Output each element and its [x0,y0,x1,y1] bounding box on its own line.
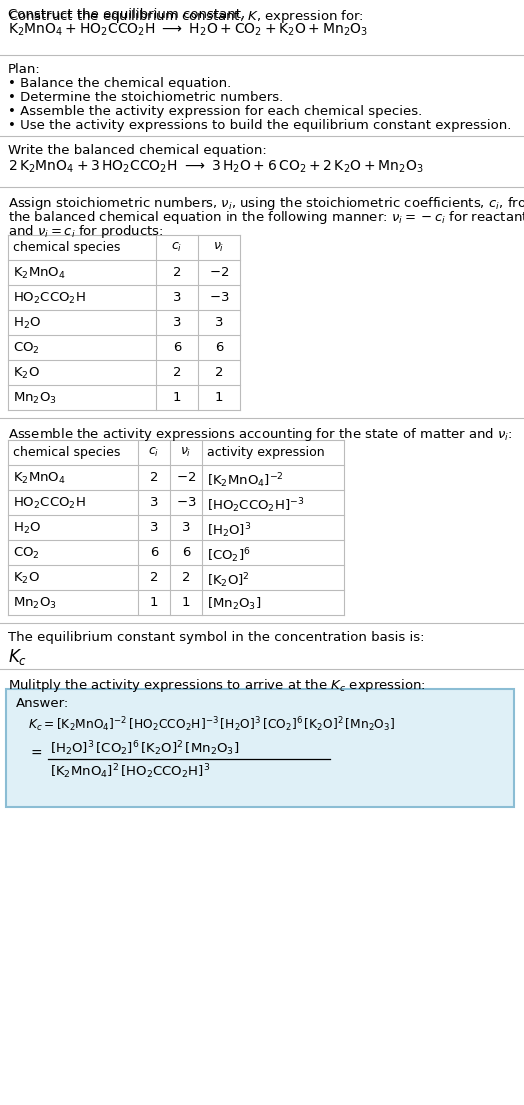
Text: $\mathrm{CO_2}$: $\mathrm{CO_2}$ [13,546,40,561]
Text: $-2$: $-2$ [209,266,229,278]
Text: 3: 3 [215,316,223,329]
Text: 2: 2 [173,366,181,379]
Text: $[\mathrm{K_2MnO_4}]^2\,[\mathrm{HO_2CCO_2H}]^3$: $[\mathrm{K_2MnO_4}]^2\,[\mathrm{HO_2CCO… [50,762,210,781]
Text: $\mathrm{Mn_2O_3}$: $\mathrm{Mn_2O_3}$ [13,596,57,611]
Text: 3: 3 [173,316,181,329]
Text: $-3$: $-3$ [209,291,229,304]
Text: chemical species: chemical species [13,241,121,254]
Text: $\mathrm{HO_2CCO_2H}$: $\mathrm{HO_2CCO_2H}$ [13,291,86,306]
Text: 3: 3 [150,496,158,509]
Text: 3: 3 [173,291,181,304]
Text: $\mathrm{K_2MnO_4}$: $\mathrm{K_2MnO_4}$ [13,266,66,281]
Text: • Use the activity expressions to build the equilibrium constant expression.: • Use the activity expressions to build … [8,119,511,131]
Text: 6: 6 [173,341,181,354]
Text: 2: 2 [215,366,223,379]
Text: The equilibrium constant symbol in the concentration basis is:: The equilibrium constant symbol in the c… [8,631,424,644]
Text: Assign stoichiometric numbers, $\nu_i$, using the stoichiometric coefficients, $: Assign stoichiometric numbers, $\nu_i$, … [8,194,524,212]
Text: 3: 3 [150,520,158,534]
Text: $\mathrm{CO_2}$: $\mathrm{CO_2}$ [13,341,40,356]
Text: 1: 1 [182,596,190,609]
Text: $\mathrm{K_2MnO_4 + HO_2CCO_2H}$ $\longrightarrow$ $\mathrm{H_2O + CO_2 + K_2O +: $\mathrm{K_2MnO_4 + HO_2CCO_2H}$ $\longr… [8,22,368,39]
Text: $\mathrm{HO_2CCO_2H}$: $\mathrm{HO_2CCO_2H}$ [13,496,86,512]
Text: $[\mathrm{HO_2CCO_2H}]^{-3}$: $[\mathrm{HO_2CCO_2H}]^{-3}$ [207,496,304,515]
Text: and $\nu_i = c_i$ for products:: and $\nu_i = c_i$ for products: [8,223,163,240]
Text: the balanced chemical equation in the following manner: $\nu_i = -c_i$ for react: the balanced chemical equation in the fo… [8,209,524,227]
Text: 3: 3 [182,520,190,534]
Text: $\mathrm{K_2MnO_4}$: $\mathrm{K_2MnO_4}$ [13,471,66,486]
Text: $\mathrm{2\,K_2MnO_4 + 3\,HO_2CCO_2H}$ $\longrightarrow$ $\mathrm{3\,H_2O + 6\,C: $\mathrm{2\,K_2MnO_4 + 3\,HO_2CCO_2H}$ $… [8,159,423,176]
Text: $-2$: $-2$ [176,471,196,484]
Text: 2: 2 [150,571,158,585]
Text: Plan:: Plan: [8,63,41,76]
Text: $\mathrm{K_2O}$: $\mathrm{K_2O}$ [13,366,40,381]
Text: $\mathrm{K_2O}$: $\mathrm{K_2O}$ [13,571,40,586]
Text: $c_i$: $c_i$ [148,446,160,459]
Text: 2: 2 [150,471,158,484]
Text: 1: 1 [150,596,158,609]
Text: $\mathrm{Mn_2O_3}$: $\mathrm{Mn_2O_3}$ [13,391,57,407]
Text: Write the balanced chemical equation:: Write the balanced chemical equation: [8,144,267,157]
Text: $K_c = [\mathrm{K_2MnO_4}]^{-2}\,[\mathrm{HO_2CCO_2H}]^{-3}\,[\mathrm{H_2O}]^3\,: $K_c = [\mathrm{K_2MnO_4}]^{-2}\,[\mathr… [28,715,395,734]
FancyBboxPatch shape [6,690,514,807]
Text: 1: 1 [173,391,181,404]
Text: $\mathrm{H_2O}$: $\mathrm{H_2O}$ [13,520,41,536]
Text: Mulitply the activity expressions to arrive at the $K_c$ expression:: Mulitply the activity expressions to arr… [8,677,426,694]
Text: $[\mathrm{H_2O}]^3$: $[\mathrm{H_2O}]^3$ [207,520,252,539]
Text: $c_i$: $c_i$ [171,241,183,254]
Text: 2: 2 [173,266,181,278]
Text: 6: 6 [215,341,223,354]
Text: $-3$: $-3$ [176,496,196,509]
Text: $[\mathrm{Mn_2O_3}]$: $[\mathrm{Mn_2O_3}]$ [207,596,261,612]
Text: $=$: $=$ [28,745,43,759]
Text: $\mathrm{H_2O}$: $\mathrm{H_2O}$ [13,316,41,332]
Text: Construct the equilibrium constant, $K$, expression for:: Construct the equilibrium constant, $K$,… [8,8,364,25]
Text: • Assemble the activity expression for each chemical species.: • Assemble the activity expression for e… [8,105,422,118]
Text: • Balance the chemical equation.: • Balance the chemical equation. [8,77,231,90]
Text: $[\mathrm{K_2O}]^2$: $[\mathrm{K_2O}]^2$ [207,571,250,590]
Text: 6: 6 [182,546,190,559]
Text: chemical species: chemical species [13,446,121,459]
Text: Answer:: Answer: [16,697,69,711]
Text: $K_c$: $K_c$ [8,648,27,667]
Text: Assemble the activity expressions accounting for the state of matter and $\nu_i$: Assemble the activity expressions accoun… [8,427,512,443]
Text: $[\mathrm{CO_2}]^6$: $[\mathrm{CO_2}]^6$ [207,546,251,565]
Text: $[\mathrm{K_2MnO_4}]^{-2}$: $[\mathrm{K_2MnO_4}]^{-2}$ [207,471,284,490]
Text: $\nu_i$: $\nu_i$ [213,241,225,254]
Text: Construct the equilibrium constant,: Construct the equilibrium constant, [8,8,249,21]
Text: • Determine the stoichiometric numbers.: • Determine the stoichiometric numbers. [8,91,283,104]
Text: 2: 2 [182,571,190,585]
Text: $[\mathrm{H_2O}]^3\,[\mathrm{CO_2}]^6\,[\mathrm{K_2O}]^2\,[\mathrm{Mn_2O_3}]$: $[\mathrm{H_2O}]^3\,[\mathrm{CO_2}]^6\,[… [50,739,239,758]
Text: $\nu_i$: $\nu_i$ [180,446,192,459]
Text: activity expression: activity expression [207,446,325,459]
Text: 1: 1 [215,391,223,404]
Text: 6: 6 [150,546,158,559]
